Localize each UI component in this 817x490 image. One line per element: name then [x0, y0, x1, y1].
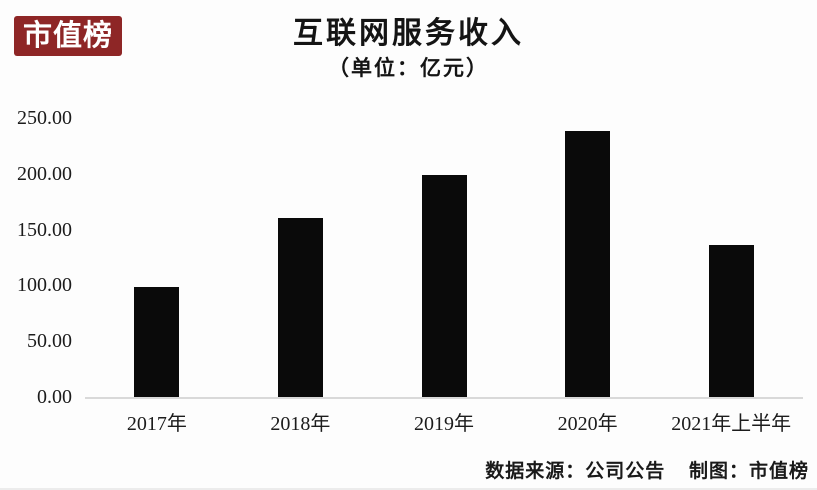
x-tick-label: 2020年 [557, 413, 618, 435]
bar-2017年 [134, 286, 180, 397]
y-tick-label: 50.00 [27, 330, 72, 353]
shizhibang-logo: 市值榜 [14, 16, 123, 56]
y-tick-label: 100.00 [17, 274, 72, 297]
bar-2018年 [277, 218, 323, 397]
bar-2021年上半年 [708, 245, 754, 397]
bar-2019年 [421, 174, 467, 397]
y-tick-label: 0.00 [37, 386, 72, 408]
chart-credit-label: 制图：市值榜 [688, 461, 809, 482]
x-tick-label: 2018年 [270, 413, 331, 435]
x-tick-label: 2017年 [126, 413, 187, 435]
y-axis: 0.00 50.00 100.00 150.00 200.00 250.00 [0, 107, 72, 408]
footer: 数据来源：公司公告 制图：市值榜 [485, 456, 809, 483]
bar-2020年 [565, 131, 611, 397]
y-tick-label: 150.00 [17, 218, 72, 241]
chart-subtitle: （单位：亿元） [328, 56, 489, 80]
plot-area [85, 118, 803, 399]
y-tick-label: 250.00 [17, 107, 72, 129]
data-source-label: 数据来源：公司公告 [485, 461, 666, 482]
x-tick-label: 2021年上半年 [671, 413, 792, 435]
chart-title: 互联网服务收入 [293, 17, 524, 50]
x-axis: 2017年 2018年 2019年 2020年 2021年上半年 [85, 411, 803, 437]
y-tick-label: 200.00 [17, 162, 72, 185]
x-tick-label: 2019年 [414, 413, 474, 435]
